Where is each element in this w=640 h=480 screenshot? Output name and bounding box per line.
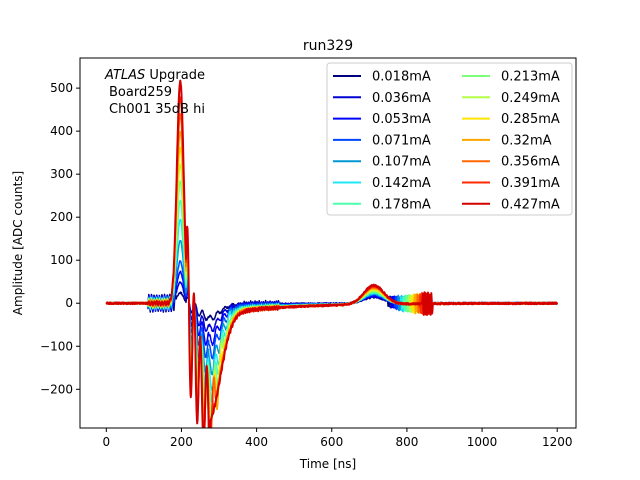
y-tick-label: 400 [50, 124, 73, 138]
legend-entry: 0.391mA [501, 176, 560, 191]
x-tick-label: 800 [395, 435, 418, 449]
axis-ticks: 0 200 400 600 800 1000 1200 −200 −100 0 100 200 300 4… [40, 81, 572, 449]
x-tick-label: 1200 [542, 435, 573, 449]
legend-entry: 0.249mA [501, 91, 560, 106]
legend-entry: 0.178mA [372, 197, 431, 212]
annotation-line-3: Ch001 35dB hi [109, 102, 205, 117]
x-tick-label: 400 [245, 435, 268, 449]
plot-frame [79, 57, 577, 429]
atlas-annotation: ATLAS Upgrade Board259 Ch001 35dB hi [104, 68, 205, 117]
x-tick-label: 600 [320, 435, 343, 449]
annotation-upgrade: Upgrade [145, 68, 205, 83]
legend-entry: 0.356mA [501, 155, 560, 170]
y-tick-label: 100 [50, 253, 73, 267]
legend-entry: 0.427mA [501, 197, 560, 212]
legend-frame [326, 62, 573, 216]
y-axis-label: Amplitude [ADC counts] [11, 171, 25, 315]
x-tick-label: 200 [170, 435, 193, 449]
y-tick-label: −100 [40, 339, 73, 353]
series-line-0.427mA [105, 79, 559, 428]
legend: 0.018mA 0.036mA 0.053mA 0.071mA 0.107mA 0.142… [326, 62, 573, 216]
y-tick-label: 0 [65, 296, 73, 310]
legend-entry: 0.213mA [501, 70, 560, 85]
x-tick-label: 0 [102, 435, 110, 449]
y-tick-label: 300 [50, 167, 73, 181]
legend-entry: 0.285mA [501, 112, 560, 127]
x-axis-label: Time [ns] [299, 457, 356, 471]
annotation-atlas: ATLAS [104, 68, 145, 83]
annotation-line-1: ATLAS Upgrade [104, 68, 205, 83]
plot-content [105, 79, 559, 428]
chart-title: run329 [303, 38, 353, 54]
legend-entry: 0.018mA [372, 70, 431, 85]
y-tick-label: 500 [50, 81, 73, 95]
legend-entry: 0.32mA [501, 133, 552, 148]
y-tick-label: −200 [40, 382, 73, 396]
legend-entry: 0.053mA [372, 112, 431, 127]
legend-entry: 0.071mA [372, 133, 431, 148]
x-tick-label: 1000 [467, 435, 498, 449]
annotation-line-2: Board259 [109, 85, 172, 100]
legend-entry: 0.142mA [372, 176, 431, 191]
legend-entry: 0.107mA [372, 155, 431, 170]
legend-entry: 0.036mA [372, 91, 431, 106]
y-tick-label: 200 [50, 210, 73, 224]
